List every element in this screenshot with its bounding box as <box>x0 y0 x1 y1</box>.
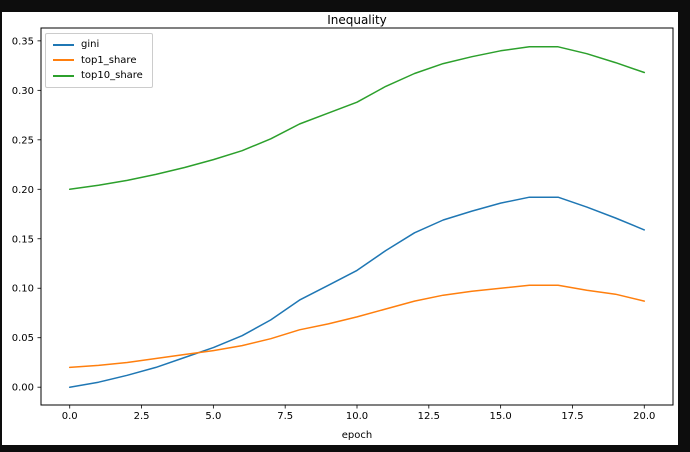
x-tick-label: 0.0 <box>62 411 78 422</box>
x-tick-label: 10.0 <box>346 411 368 422</box>
matplotlib-figure: Inequality 0.0 2.5 5.0 7.5 10.0 12.5 15.0 17.5 2… <box>2 12 678 445</box>
x-tick-label: 20.0 <box>633 411 655 422</box>
series-line-top1_share <box>68 284 646 369</box>
legend-item-top1_share: top1_share <box>53 55 143 67</box>
series-line-top10_share <box>68 46 646 191</box>
y-tick-label: 0.10 <box>12 284 34 295</box>
y-tick-label: 0.05 <box>12 333 34 344</box>
legend: gini top1_share top10_share <box>45 33 153 88</box>
series-line-gini <box>68 196 646 388</box>
y-tick-label: 0.30 <box>12 86 34 97</box>
y-tick-label: 0.35 <box>12 36 34 47</box>
chart-canvas: 0.0 2.5 5.0 7.5 10.0 12.5 15.0 17.5 20.0 0.00 0.05… <box>12 27 674 422</box>
x-tick-label: 5.0 <box>205 411 221 422</box>
y-tick-label: 0.15 <box>12 234 34 245</box>
legend-label: top1_share <box>81 54 137 66</box>
legend-item-gini: gini <box>53 39 143 51</box>
x-tick-label: 7.5 <box>277 411 293 422</box>
x-tick-label: 17.5 <box>561 411 583 422</box>
y-tick-label: 0.25 <box>12 135 34 146</box>
y-tick-label: 0.00 <box>12 383 34 394</box>
legend-swatch-top10_share <box>53 74 74 77</box>
legend-swatch-top1_share <box>53 59 74 62</box>
legend-swatch-gini <box>53 43 74 46</box>
x-tick-label: 12.5 <box>418 411 440 422</box>
chart-title: Inequality <box>327 13 387 27</box>
legend-label: top10_share <box>81 70 143 81</box>
x-tick-label: 2.5 <box>134 411 150 422</box>
x-axis-label: epoch <box>341 430 373 441</box>
legend-item-top10_share: top10_share <box>53 70 143 82</box>
x-tick-label: 15.0 <box>490 411 512 422</box>
y-tick-label: 0.20 <box>12 185 34 196</box>
legend-label: gini <box>81 39 100 50</box>
